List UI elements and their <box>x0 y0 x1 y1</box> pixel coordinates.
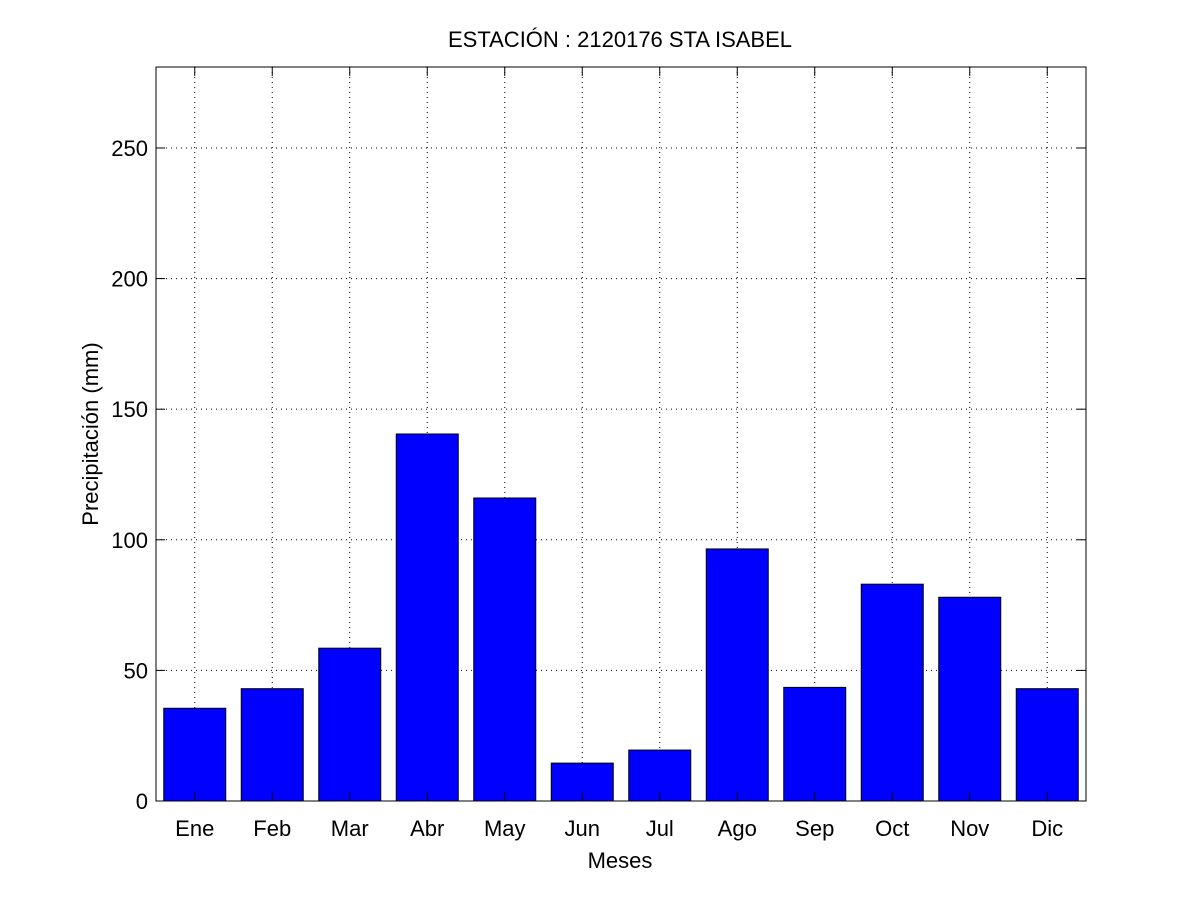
plot-area-frame <box>155 66 1087 802</box>
x-tick-label-may: May <box>484 816 526 841</box>
bar-nov <box>938 596 1002 802</box>
y-tick-label: 50 <box>124 658 148 683</box>
x-tick-label-mar: Mar <box>331 816 369 841</box>
bar-oct <box>860 583 924 802</box>
x-tick-label-feb: Feb <box>253 816 291 841</box>
chart-title: ESTACIÓN : 2120176 STA ISABEL <box>448 27 792 52</box>
x-axis-label: Meses <box>588 848 653 873</box>
x-tick-label-jun: Jun <box>565 816 600 841</box>
y-tick-labels: 0 50 100 150 200 250 <box>111 136 148 814</box>
x-tick-label-ago: Ago <box>718 816 757 841</box>
y-tick-label: 250 <box>111 136 148 161</box>
bar-mar <box>318 647 382 802</box>
x-tick-label-abr: Abr <box>410 816 444 841</box>
y-tick-label: 200 <box>111 267 148 292</box>
x-tick-label-dic: Dic <box>1031 816 1063 841</box>
y-tick-label: 0 <box>136 789 148 814</box>
tick-marks <box>156 67 1086 802</box>
bar-ago <box>705 548 769 802</box>
x-tick-label-sep: Sep <box>795 816 834 841</box>
x-tick-label-oct: Oct <box>875 816 909 841</box>
bar-may <box>473 497 537 802</box>
y-axis-label: Precipitación (mm) <box>78 342 103 525</box>
bar-abr <box>395 433 459 802</box>
y-tick-label: 150 <box>111 397 148 422</box>
x-tick-label-nov: Nov <box>950 816 989 841</box>
x-tick-labels: Ene Feb Mar Abr May Jun Jul Ago Sep Oct Nov Dic <box>175 816 1063 841</box>
bar-dic <box>1015 688 1079 802</box>
bar-feb <box>240 688 304 802</box>
bars <box>163 433 1079 802</box>
bar-sep <box>783 686 847 802</box>
grid-lines <box>156 67 1086 801</box>
y-tick-label: 100 <box>111 528 148 553</box>
bar-ene <box>163 707 227 802</box>
x-tick-label-jul: Jul <box>646 816 674 841</box>
x-tick-label-ene: Ene <box>175 816 214 841</box>
